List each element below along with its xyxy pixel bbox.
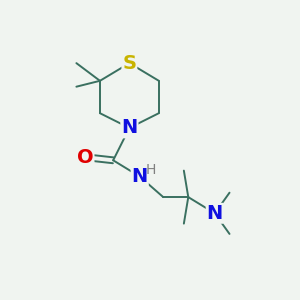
Text: N: N — [132, 167, 148, 186]
Text: N: N — [207, 204, 223, 223]
Text: N: N — [121, 118, 137, 137]
Text: S: S — [122, 54, 136, 73]
Text: H: H — [146, 163, 156, 177]
Text: O: O — [77, 148, 94, 167]
